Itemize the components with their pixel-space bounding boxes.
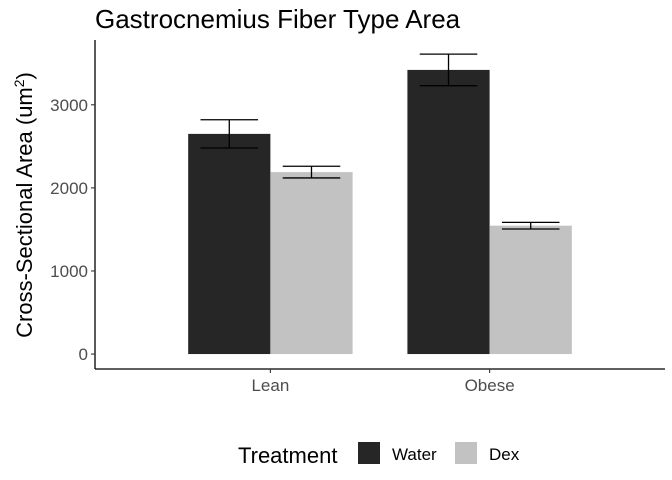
y-axis-label-superscript: 2: [11, 79, 27, 87]
plot-area: 0 1000 2000 3000 Lean Obese: [50, 40, 665, 395]
bar: [188, 133, 271, 355]
legend: Treatment Water Dex: [238, 442, 520, 468]
y-tick-label: 2000: [50, 179, 88, 198]
y-tick-label: 1000: [50, 262, 88, 281]
legend-label: Water: [392, 445, 437, 464]
legend-key: [358, 442, 380, 464]
y-axis-label: Cross-Sectional Area (um2): [11, 72, 37, 338]
legend-title: Treatment: [238, 443, 337, 468]
bar: [489, 225, 572, 355]
bar: [407, 69, 490, 355]
legend-key: [455, 442, 477, 464]
y-tick-label: 3000: [50, 96, 88, 115]
y-tick-label: 0: [79, 345, 88, 364]
chart-title: Gastrocnemius Fiber Type Area: [95, 4, 461, 34]
legend-label: Dex: [489, 445, 520, 464]
y-axis-label-close: ): [12, 72, 37, 79]
y-axis-label-base: Cross-Sectional Area (um: [12, 87, 37, 338]
x-tick-label: Obese: [465, 376, 515, 395]
bar: [270, 172, 353, 355]
x-tick-label: Lean: [251, 376, 289, 395]
